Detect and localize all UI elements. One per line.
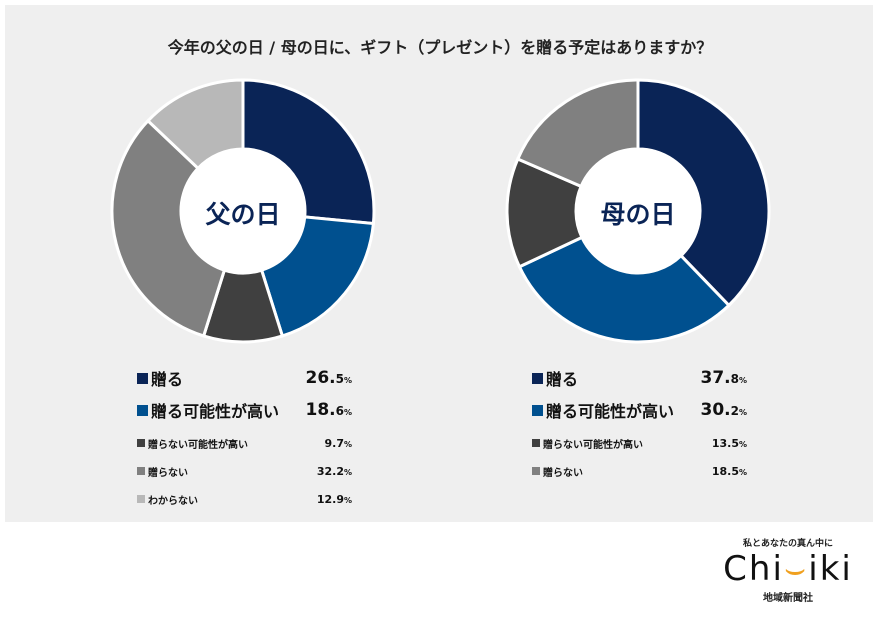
legend-value: 30.2% [700,400,748,420]
pie-chart-mothers-day [505,78,771,344]
center-label-mothers-day: 母の日 [600,200,676,229]
legend-swatch [532,467,540,475]
legend-label: 贈らない可能性が高い [543,439,643,451]
donut-hole [576,149,700,273]
chiiki-logo: 私とあなたの真ん中に Chi⌣iki 地域新聞社 [718,536,858,604]
legend-item: 贈らない可能性が高い 9.7% [137,433,352,453]
legend-value: 37.8% [700,368,748,388]
legend-item: 贈る可能性が高い 18.6% [137,400,353,421]
legend-label: 贈らない [148,467,188,479]
legend-item: 贈る 26.5% [137,368,353,389]
legend-label: 贈らない可能性が高い [148,439,248,451]
donut-hole [181,149,305,273]
legend-swatch [137,439,145,447]
legend-value: 32.2% [316,464,352,478]
legend-swatch [532,404,543,416]
legend-value: 12.9% [316,492,352,506]
legend-label: 贈る [546,370,579,389]
legend-value: 18.6% [305,400,353,420]
legend-swatch [137,404,148,416]
legend-item: 贈る可能性が高い 30.2% [532,400,748,421]
legend-label: 贈る可能性が高い [151,402,280,421]
legend-swatch [137,467,145,475]
pie-slice-3 [110,118,227,338]
legend-swatch [532,439,540,447]
legend-item: 贈らない可能性が高い 13.5% [532,433,747,453]
chart-title: 今年の父の日 / 母の日に、ギフト（プレゼント）を贈る予定はありますか？ [167,38,713,57]
legend-label: わからない [148,495,198,507]
legend-value: 9.7% [324,436,352,450]
center-label-fathers-day: 父の日 [205,200,281,229]
legend-item: 贈る 37.8% [532,368,748,389]
logo-paper-name: 地域新聞社 [763,593,813,604]
legend-value: 13.5% [711,436,747,450]
legend-value: 26.5% [305,368,353,388]
legend-swatch [532,372,543,384]
legend-swatch [137,495,145,503]
legend-item: 贈らない 32.2% [137,461,352,481]
legend-label: 贈らない [543,467,583,479]
logo-brand: Chi⌣iki [723,549,853,589]
legend-item: わからない 12.9% [137,489,352,509]
legend-value: 18.5% [711,464,747,478]
logo-tagline: 私とあなたの真ん中に [742,539,833,549]
legend-label: 贈る可能性が高い [546,402,675,421]
legend-swatch [137,372,148,384]
pie-chart-fathers-day [110,78,376,344]
legend-label: 贈る [151,370,184,389]
legend-item: 贈らない 18.5% [532,461,747,481]
